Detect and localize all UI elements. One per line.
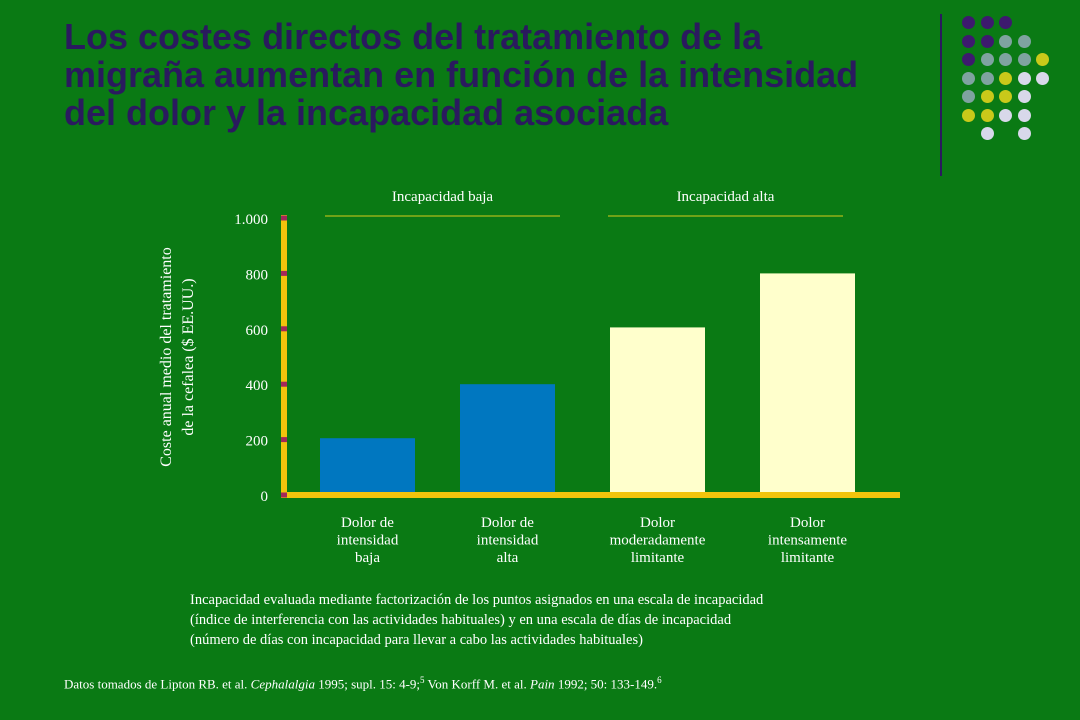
source-text-3: Von Korff M. et al.: [424, 676, 530, 692]
decor-dot: [999, 90, 1012, 103]
decor-dot: [999, 71, 1012, 85]
decor-dot: [980, 90, 994, 103]
decor-dot: [1017, 53, 1031, 66]
decor-dot: [980, 16, 994, 29]
bar-1: [320, 438, 415, 495]
source-journal-2: Pain: [530, 676, 555, 692]
decor-dot: [1036, 53, 1049, 66]
y-axis-line: [281, 215, 287, 498]
decor-dot: [1036, 71, 1049, 85]
y-tick-1000: [281, 215, 287, 221]
y-tick-label: 400: [246, 378, 269, 394]
decor-dot: [962, 53, 975, 66]
source-text-1: Datos tomados de Lipton RB. et al.: [64, 676, 251, 692]
decor-dot: [980, 34, 994, 48]
y-tick-0: [281, 492, 287, 498]
title-line-2: migraña aumentan en función de la intens…: [64, 54, 859, 95]
x-category-label: intensamente: [768, 533, 847, 549]
decor-dot: [980, 71, 994, 85]
y-tick-label: 800: [246, 267, 269, 283]
y-tick-800: [281, 270, 287, 276]
x-category-label: intensidad: [477, 533, 539, 549]
decor-dot: [962, 108, 975, 122]
x-category-label: limitante: [781, 550, 835, 566]
y-axis-label-line-1: Coste anual medio del tratamiento: [158, 247, 175, 467]
x-category-label: Dolor: [790, 515, 825, 531]
decor-dot: [1017, 108, 1031, 122]
decor-dot: [962, 16, 975, 29]
decor-dot: [999, 34, 1012, 48]
group-label-1: Incapacidad baja: [392, 189, 494, 205]
y-tick-400: [281, 381, 287, 387]
x-category-label: baja: [355, 550, 380, 566]
decor-dot: [999, 53, 1012, 66]
x-category-label: intensidad: [337, 533, 399, 549]
title-line-3: del dolor y la incapacidad asociada: [64, 92, 669, 133]
x-category-label: Dolor de: [481, 515, 534, 531]
x-category-label: Dolor: [640, 515, 675, 531]
x-axis-line: [281, 492, 900, 498]
x-category-label: alta: [497, 550, 519, 566]
group-label-2: Incapacidad alta: [677, 189, 775, 205]
decor-dot: [962, 90, 975, 103]
source-journal-1: Cephalalgia: [250, 676, 315, 692]
page-title: Los costes directos del tratamiento de l…: [64, 18, 964, 132]
source-text-2: 1995; supl. 15: 4-9;: [314, 676, 421, 692]
bar-3: [610, 327, 705, 495]
source-citation: Datos tomados de Lipton RB. et al. Cepha…: [64, 675, 662, 692]
note-line-2: (índice de interferencia con las activid…: [190, 612, 732, 628]
decor-dot: [1017, 71, 1031, 85]
source-text-4: 1992; 50: 133-149.: [554, 676, 658, 692]
decor-dot: [1017, 127, 1031, 140]
y-axis-label-line-2: de la cefalea ($ EE.UU.): [180, 278, 197, 435]
note-line-1: Incapacidad evaluada mediante factorizac…: [190, 592, 764, 608]
decor-dot: [1017, 34, 1031, 48]
decor-dot: [980, 53, 994, 66]
note-line-3: (número de días con incapacidad para lle…: [190, 632, 643, 648]
y-tick-600: [281, 326, 287, 332]
y-tick-label: 600: [246, 323, 269, 339]
y-tick-label: 1.000: [234, 212, 268, 228]
decorative-divider: [940, 14, 942, 176]
decor-dot: [980, 127, 994, 140]
source-ref-1: 5: [420, 675, 425, 685]
methodology-note: Incapacidad evaluada mediante factorizac…: [190, 590, 950, 650]
decor-dot: [962, 34, 975, 48]
y-tick-label: 200: [246, 434, 269, 450]
x-category-label: moderadamente: [610, 533, 706, 549]
bar-chart: 0 200 400 600 800 1.000 Coste anual medio del …: [158, 189, 900, 566]
y-tick-200: [281, 437, 287, 443]
x-category-label: limitante: [631, 550, 685, 566]
source-ref-2: 6: [657, 675, 662, 685]
decor-dot: [999, 16, 1012, 29]
decor-dot: [1017, 90, 1031, 103]
y-tick-label: 0: [261, 489, 269, 505]
decor-dot: [980, 108, 994, 122]
x-category-label: Dolor de: [341, 515, 394, 531]
decor-dot: [962, 71, 975, 85]
decor-dot: [999, 108, 1012, 122]
bar-4: [760, 273, 855, 495]
bar-2: [460, 384, 555, 495]
title-line-1: Los costes directos del tratamiento de l…: [64, 16, 763, 57]
